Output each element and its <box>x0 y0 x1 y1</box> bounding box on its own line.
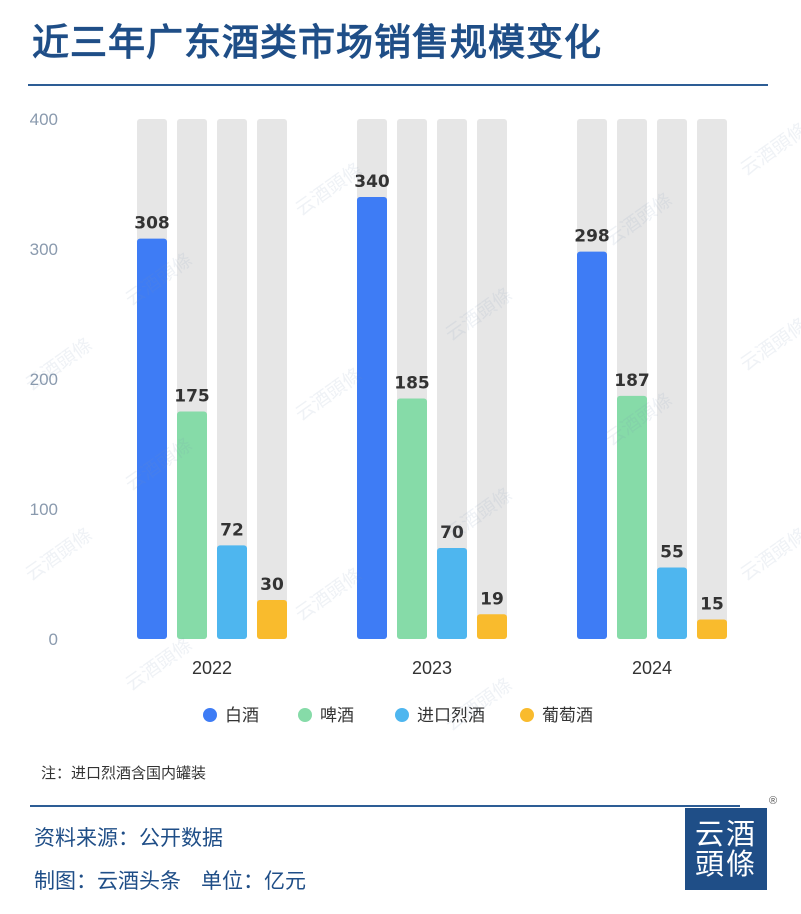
bar <box>477 614 507 639</box>
legend-label: 白酒 <box>225 706 259 726</box>
registered-mark: ® <box>769 795 778 807</box>
legend-marker <box>520 708 534 722</box>
legend-label: 进口烈酒 <box>417 706 485 726</box>
bar <box>217 545 247 639</box>
data-label: 298 <box>574 227 610 247</box>
logo-line-1: 云酒 <box>694 816 757 851</box>
x-tick-label: 2022 <box>192 658 232 678</box>
bar <box>257 600 287 639</box>
page-title: 近三年广东酒类市场销售规模变化 <box>32 21 602 64</box>
data-label: 70 <box>440 523 464 543</box>
data-label: 30 <box>260 575 284 595</box>
unit-label: 单位：亿元 <box>201 869 306 893</box>
legend-marker <box>298 708 312 722</box>
data-label: 19 <box>480 589 504 609</box>
bar <box>577 251 607 639</box>
maker-and-unit: 制图：云酒头条 单位：亿元 <box>34 865 306 895</box>
data-label: 340 <box>354 172 390 192</box>
bar-track <box>697 119 727 639</box>
bar-track <box>217 119 247 639</box>
bar <box>697 619 727 639</box>
data-label: 72 <box>220 520 244 540</box>
data-label: 187 <box>614 371 650 391</box>
bar-track <box>477 119 507 639</box>
bar <box>177 411 207 639</box>
bar <box>437 548 467 639</box>
logo-line-2: 頭條 <box>694 847 757 881</box>
data-label: 185 <box>394 374 430 394</box>
bar <box>357 197 387 639</box>
legend-label: 啤酒 <box>320 706 354 726</box>
title-divider <box>28 84 768 86</box>
legend-marker <box>203 708 217 722</box>
y-tick-label: 200 <box>30 370 58 389</box>
chart-maker: 制图：云酒头条 <box>34 869 181 893</box>
bar <box>657 567 687 639</box>
y-tick-label: 0 <box>49 630 58 649</box>
brand-logo: 云酒 頭條 <box>685 808 767 890</box>
y-tick-label: 300 <box>30 240 58 259</box>
legend-marker <box>395 708 409 722</box>
legend-label: 葡萄酒 <box>542 706 593 726</box>
bar <box>617 395 647 639</box>
y-tick-label: 400 <box>30 110 58 129</box>
data-source: 资料来源：公开数据 <box>34 826 223 850</box>
footer-divider <box>30 805 740 807</box>
bar <box>137 238 167 639</box>
bar <box>397 398 427 639</box>
data-label: 15 <box>700 595 724 615</box>
bar-chart: 0 100 200 300 400 308 175 72 30 2022 340 185 70 19 202… <box>30 110 727 726</box>
x-tick-label: 2023 <box>412 658 452 678</box>
chart-note: 注：进口烈酒含国内罐装 <box>41 764 207 782</box>
bar-track <box>437 119 467 639</box>
y-tick-label: 100 <box>30 500 58 519</box>
bar-track <box>257 119 287 639</box>
bar-track <box>657 119 687 639</box>
data-label: 308 <box>134 214 170 234</box>
data-label: 175 <box>174 387 210 407</box>
x-tick-label: 2024 <box>632 658 672 678</box>
data-label: 55 <box>660 543 684 563</box>
